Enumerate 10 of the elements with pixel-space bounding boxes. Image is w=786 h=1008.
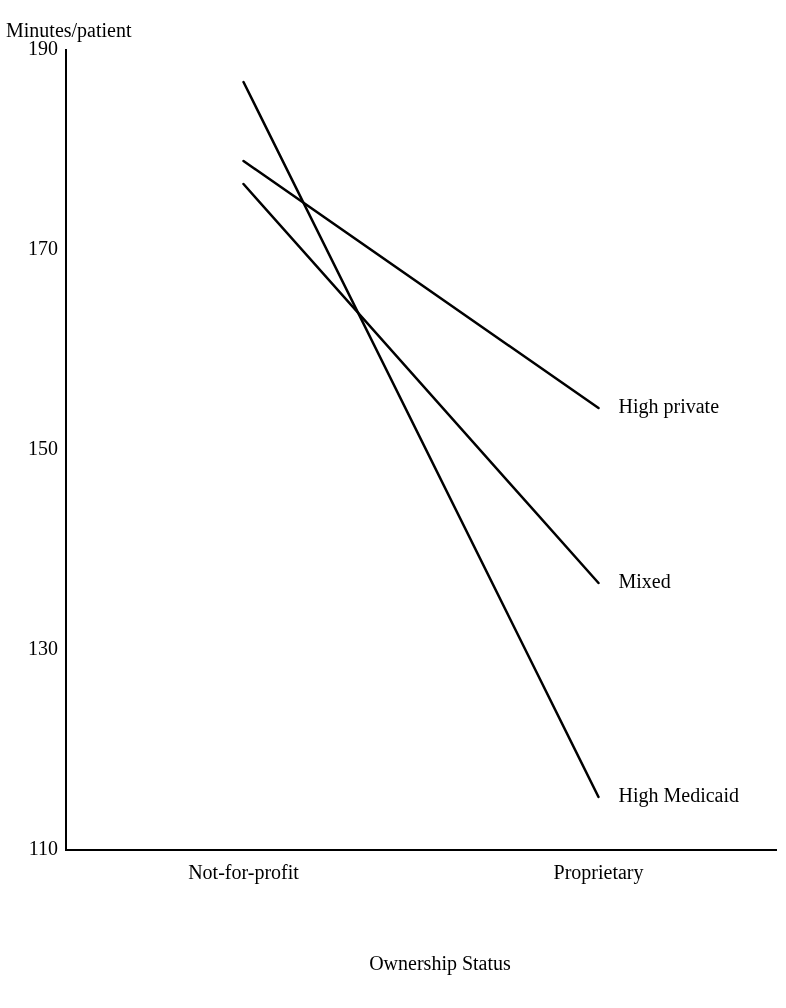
- y-tick-label: 150: [28, 437, 58, 460]
- y-tick-label: 130: [28, 637, 58, 660]
- x-axis-title: Ownership Status: [369, 952, 512, 975]
- x-tick-label: Proprietary: [553, 861, 644, 885]
- series-label: Mixed: [618, 570, 671, 593]
- y-tick-label: 110: [28, 837, 58, 860]
- series-label: High Medicaid: [618, 784, 740, 808]
- series-label: High private: [618, 395, 720, 419]
- y-tick-label: 170: [28, 237, 58, 260]
- x-tick-label: Not-for-profit: [188, 861, 300, 885]
